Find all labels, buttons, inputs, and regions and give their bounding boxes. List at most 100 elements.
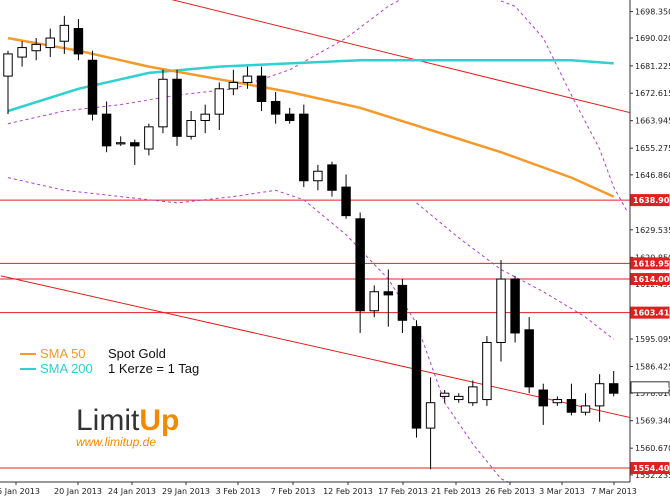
candle-body: [594, 383, 605, 407]
y-tick-label: 1655.275: [635, 144, 670, 153]
candle-25: [355, 212, 365, 333]
candle-20: [284, 107, 295, 124]
candle-body: [299, 113, 309, 182]
logo-text-bold: Up: [139, 404, 179, 437]
candle-body: [17, 47, 27, 58]
level-label-3: 1603.410: [633, 309, 670, 318]
candle-body: [87, 59, 98, 115]
candle-body: [186, 120, 196, 137]
candle-13: [186, 110, 196, 140]
candle-6: [87, 50, 98, 121]
x-tick-label: 20 Jan 2013: [54, 487, 102, 496]
x-tick-label: 3 Mar 2013: [539, 487, 585, 496]
limitup-logo: LimitUp www.limitup.de: [76, 404, 179, 449]
candle-body: [341, 186, 351, 217]
y-tick-label: 1672.615: [635, 89, 670, 98]
candle-body: [580, 405, 591, 413]
candle-body: [31, 43, 41, 52]
candle-body: [454, 395, 464, 401]
candle-18: [256, 66, 267, 111]
candle-8: [115, 136, 126, 146]
x-axis: 15 Jan 2013 20 Jan 2013 24 Jan 2013 29 Jan …: [0, 481, 637, 496]
candle-body: [158, 78, 168, 128]
candle-body: [270, 100, 281, 115]
candle-body: [228, 81, 239, 90]
x-tick-label: 29 Jan 2013: [162, 487, 210, 496]
candle-4: [59, 15, 70, 54]
candle-10: [144, 123, 154, 156]
candle-body: [256, 75, 267, 102]
chart-title: Spot Gold: [108, 346, 166, 361]
y-tick-label: 1663.945: [635, 117, 670, 126]
candle-17: [242, 66, 253, 89]
level-label-4-box: [630, 462, 670, 475]
y-tick-label: 1595.095: [635, 335, 670, 344]
candle-12: [172, 69, 182, 146]
candle-36: [510, 275, 520, 343]
level-label-1: 1618.950: [633, 259, 670, 268]
logo-text-light: Limit: [76, 404, 140, 437]
bollinger-upper-band: [7, 0, 401, 125]
x-tick-label: 7 Mar 2013: [591, 487, 637, 496]
candle-body: [101, 113, 112, 147]
candle-body: [200, 113, 210, 122]
level-label-3-box: [630, 306, 670, 319]
x-tick-label: 26 Feb 2013: [485, 487, 535, 496]
y-tick-label: 1646.860: [635, 171, 670, 180]
candle-42: [594, 374, 605, 422]
chart-subtitle: 1 Kerze = 1 Tag: [108, 361, 199, 376]
candle-body: [510, 278, 520, 334]
sma-200-line: [7, 59, 614, 113]
candle-body: [144, 126, 154, 150]
candle-body: [327, 164, 337, 191]
y-tick-label: 1560.670: [635, 444, 670, 453]
candle-19: [270, 91, 281, 124]
candle-body: [552, 399, 563, 404]
candle-body: [214, 88, 225, 115]
candle-body: [468, 386, 478, 404]
candle-body: [383, 291, 394, 296]
y-tick-label: 1552.235: [635, 471, 670, 480]
x-tick-label: 7 Feb 2013: [271, 487, 316, 496]
candle-body: [397, 284, 408, 321]
candle-body: [172, 78, 182, 137]
bollinger-upper-band-right: [496, 0, 629, 213]
candle-body: [369, 291, 379, 312]
candle-7: [101, 101, 112, 153]
candle-2: [31, 38, 41, 61]
candle-body: [313, 170, 323, 182]
y-tick-label: 1698.350: [635, 8, 670, 17]
level-label-0-box: [630, 194, 670, 207]
candle-0: [3, 50, 13, 115]
trendline-1: [0, 275, 630, 419]
candle-body: [59, 24, 70, 42]
candle-37: [524, 317, 534, 394]
bollinger-lower-band: [7, 177, 510, 482]
sma-50-line: [7, 36, 615, 198]
candle-21: [299, 104, 309, 188]
candle-11: [158, 69, 168, 134]
candle-32: [454, 393, 464, 403]
candle-body: [538, 389, 548, 407]
candle-body: [242, 75, 253, 83]
candle-1: [17, 41, 27, 67]
logo-url: www.limitup.de: [76, 435, 156, 449]
candle-3: [45, 28, 55, 58]
candle-body: [608, 383, 619, 394]
y-tick-label: 1578.010: [635, 389, 670, 398]
candle-body: [524, 329, 534, 388]
candle-body: [355, 218, 365, 312]
candle-body: [115, 142, 126, 145]
candle-14: [200, 104, 210, 134]
candle-23: [327, 161, 337, 197]
candle-38: [538, 383, 548, 425]
candle-body: [45, 37, 55, 49]
candle-body: [3, 53, 13, 77]
candle-body: [284, 113, 295, 122]
candle-16: [228, 69, 239, 96]
legend-label-sma-50: SMA 50: [40, 346, 86, 361]
legend: SMA 50 SMA 200 Spot Gold 1 Kerze = 1 Tag: [20, 346, 199, 376]
bollinger-lower-band-right: [416, 202, 615, 340]
candle-35: [496, 260, 506, 362]
